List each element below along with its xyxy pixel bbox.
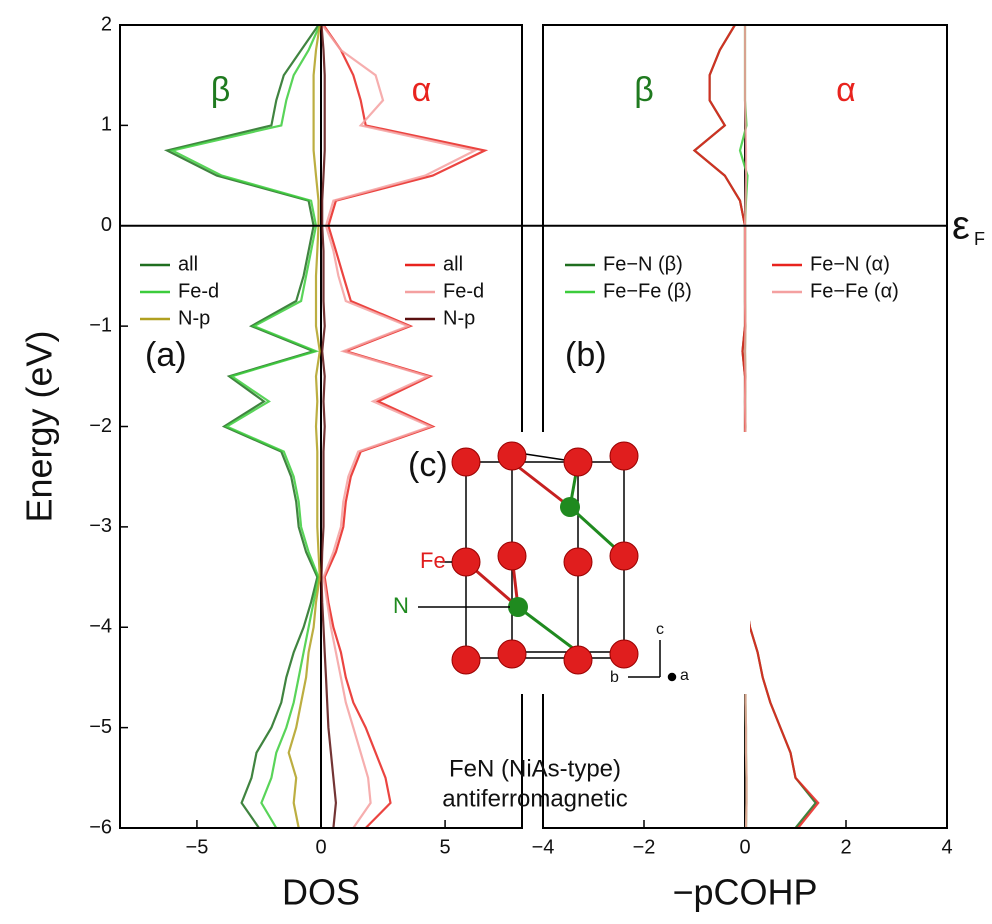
y-tick-label: −3 — [89, 515, 112, 537]
x-axis-title: DOS — [282, 872, 360, 913]
caption: antiferromagnetic — [442, 785, 627, 812]
series-line — [172, 25, 320, 828]
y-tick-label: −1 — [89, 314, 112, 336]
legend-label: Fe-d — [178, 280, 219, 302]
x-tick-label: 0 — [315, 836, 326, 858]
panel-label: (a) — [145, 336, 187, 374]
legend-label: Fe−Fe (α) — [810, 280, 899, 302]
x-tick-label: 5 — [440, 836, 451, 858]
y-axis-title: Energy (eV) — [19, 330, 60, 522]
legend-label: all — [443, 253, 463, 275]
x-tick-label: −2 — [633, 836, 656, 858]
y-tick-label: 2 — [101, 13, 112, 35]
series-line — [289, 25, 320, 828]
panel-label: (b) — [565, 336, 607, 374]
spin-label: β — [211, 71, 231, 109]
y-tick-label: −2 — [89, 415, 112, 437]
series-line — [322, 25, 336, 828]
y-tick-label: 1 — [101, 114, 112, 136]
spin-label: β — [634, 71, 654, 109]
x-tick-label: 4 — [941, 836, 952, 858]
inset: (c) Fe N c b a FeN (NiAs-type) antiferro… — [393, 432, 750, 812]
legend-label: all — [178, 253, 198, 275]
x-tick-label: 2 — [840, 836, 851, 858]
series-line — [695, 25, 819, 828]
y-tick-label: −6 — [89, 816, 112, 838]
fe-label: Fe — [420, 548, 446, 573]
legend-label: Fe−Fe (β) — [603, 280, 692, 302]
series-line — [745, 25, 747, 828]
legend-label: N-p — [443, 307, 475, 329]
n-label: N — [393, 593, 409, 618]
x-axis-title: −pCOHP — [672, 872, 817, 913]
spin-label: α — [836, 71, 856, 109]
caption: FeN (NiAs-type) — [449, 755, 621, 782]
series-line — [322, 25, 475, 828]
axis-c: c — [656, 621, 664, 638]
fermi-subscript: F — [974, 229, 985, 249]
y-tick-label: −5 — [89, 716, 112, 738]
legend-label: Fe-d — [443, 280, 484, 302]
spin-label: α — [412, 71, 432, 109]
inset-label: (c) — [408, 446, 448, 484]
figure: −5 0 5 −6 −5 −4 −3 −2 −1 0 1 2 all Fe-d N-p all Fe-d N-p (… — [0, 0, 992, 924]
x-tick-label: −4 — [532, 836, 555, 858]
axis-a: a — [680, 667, 689, 684]
legend-label: Fe−N (β) — [603, 253, 683, 275]
series-line — [695, 25, 816, 828]
fermi-symbol: ε — [952, 204, 970, 248]
legend-label: Fe−N (α) — [810, 253, 890, 275]
y-tick-label: 0 — [101, 214, 112, 236]
axis-b: b — [610, 669, 619, 686]
x-tick-label: −5 — [186, 836, 209, 858]
x-tick-label: 0 — [739, 836, 750, 858]
legend-label: N-p — [178, 307, 210, 329]
y-tick-label: −4 — [89, 616, 112, 638]
